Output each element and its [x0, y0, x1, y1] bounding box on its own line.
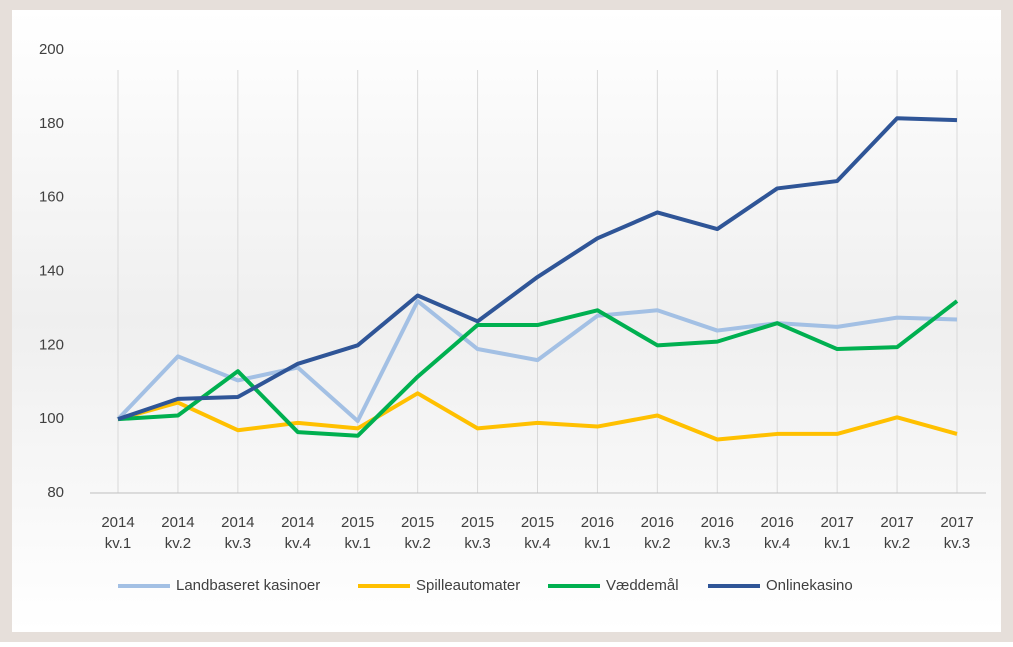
x-tick-label: 2017 — [940, 514, 973, 531]
y-tick-label: 140 — [39, 262, 64, 279]
x-tick-label: kv.1 — [345, 535, 371, 552]
x-tick-label: kv.1 — [824, 535, 850, 552]
series-line — [117, 116, 958, 422]
y-tick-label: 120 — [39, 336, 64, 353]
series-line — [117, 391, 958, 442]
x-tick-label: 2016 — [581, 514, 614, 531]
x-tick-label: kv.2 — [644, 535, 670, 552]
x-tick-label: kv.2 — [884, 535, 910, 552]
x-tick-label: 2015 — [341, 514, 374, 531]
series-line — [117, 299, 959, 438]
x-tick-label: kv.2 — [165, 535, 191, 552]
x-tick-label: 2015 — [401, 514, 434, 531]
x-tick-label: 2015 — [521, 514, 554, 531]
x-tick-label: 2016 — [701, 514, 734, 531]
x-tick-label: 2014 — [281, 514, 314, 531]
x-tick-label: kv.3 — [464, 535, 490, 552]
x-tick-label: kv.4 — [764, 535, 790, 552]
y-tick-label: 200 — [39, 41, 64, 58]
x-tick-label: 2015 — [461, 514, 494, 531]
legend-label: Væddemål — [606, 577, 679, 594]
legend-label: Landbaseret kasinoer — [176, 577, 320, 594]
x-tick-label: 2016 — [761, 514, 794, 531]
x-tick-label: kv.4 — [524, 535, 550, 552]
legend-label: Spilleautomater — [416, 577, 520, 594]
y-tick-label: 100 — [39, 410, 64, 427]
series-line — [116, 299, 958, 424]
x-tick-label: kv.1 — [105, 535, 131, 552]
x-tick-label: kv.3 — [704, 535, 730, 552]
x-tick-label: 2014 — [161, 514, 194, 531]
y-tick-label: 160 — [39, 189, 64, 206]
x-tick-label: kv.1 — [584, 535, 610, 552]
x-tick-label: 2017 — [880, 514, 913, 531]
x-tick-label: 2017 — [820, 514, 853, 531]
y-tick-label: 80 — [47, 484, 64, 501]
x-tick-label: kv.3 — [944, 535, 970, 552]
x-tick-label: kv.3 — [225, 535, 251, 552]
x-tick-label: kv.4 — [285, 535, 311, 552]
x-tick-label: 2014 — [221, 514, 254, 531]
y-tick-label: 180 — [39, 115, 64, 132]
x-tick-label: 2016 — [641, 514, 674, 531]
legend-label: Onlinekasino — [766, 577, 853, 594]
chart-area — [12, 10, 1001, 632]
x-tick-label: kv.2 — [404, 535, 430, 552]
x-tick-label: 2014 — [101, 514, 134, 531]
